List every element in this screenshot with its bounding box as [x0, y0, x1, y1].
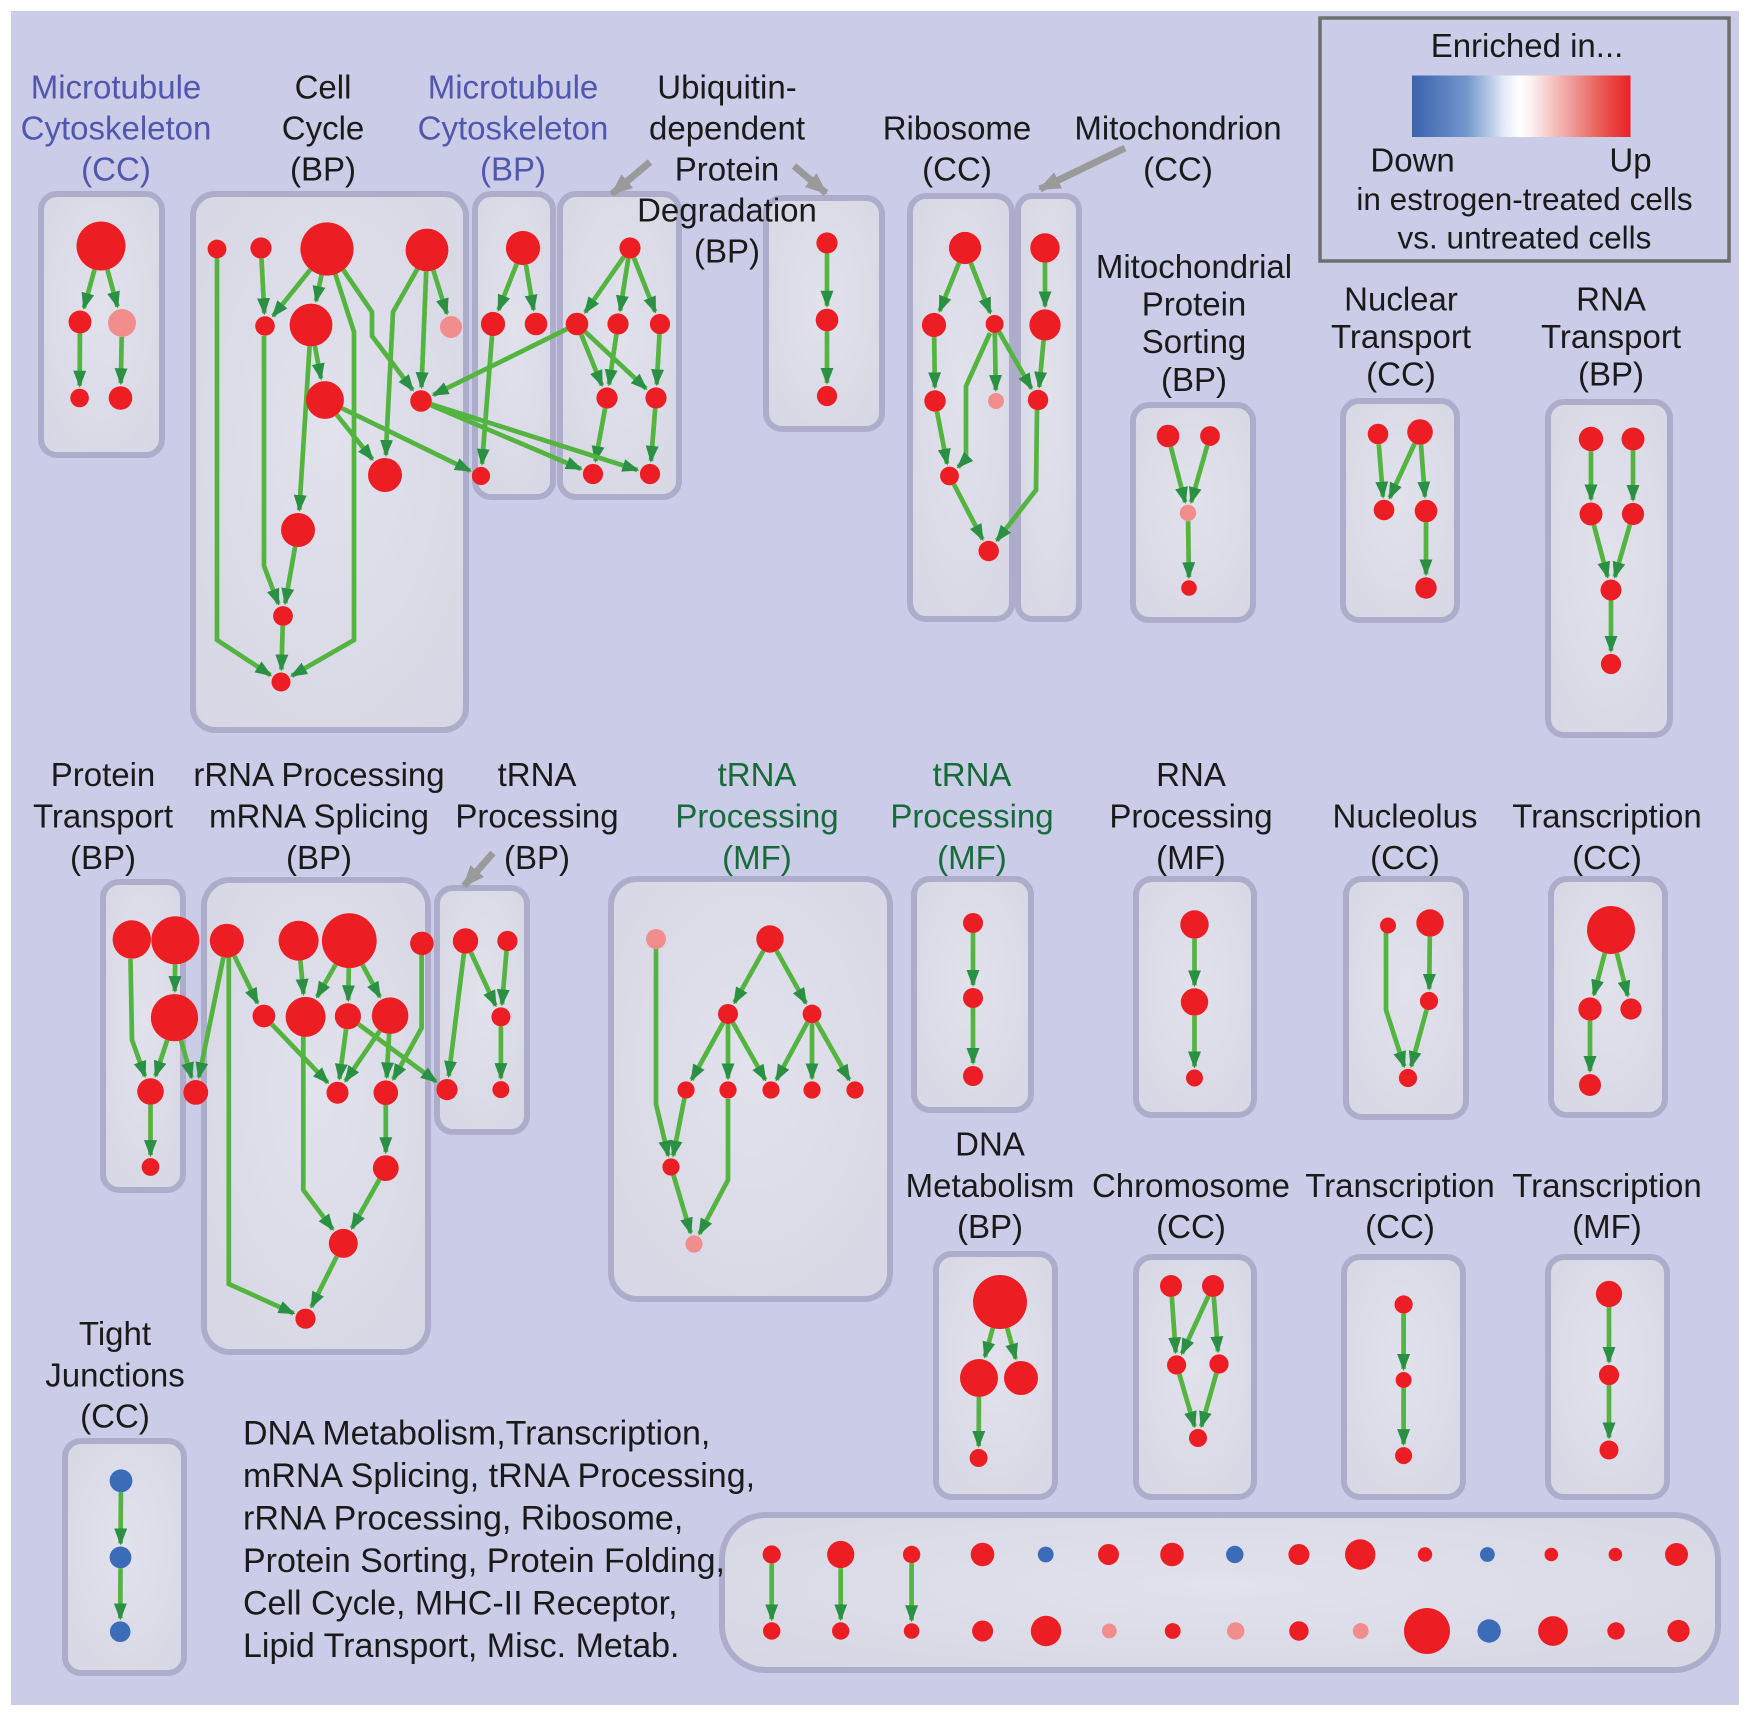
svg-text:Transcription: Transcription — [1512, 1167, 1702, 1204]
svg-text:(MF): (MF) — [722, 839, 792, 876]
svg-text:Protein: Protein — [1142, 286, 1247, 323]
svg-text:tRNA: tRNA — [933, 756, 1012, 793]
svg-text:Cell: Cell — [295, 69, 352, 106]
svg-text:Nuclear: Nuclear — [1344, 280, 1458, 317]
svg-text:Transport: Transport — [1331, 318, 1471, 355]
svg-text:(BP): (BP) — [957, 1208, 1023, 1245]
svg-text:Degradation: Degradation — [637, 192, 817, 229]
svg-text:Protein: Protein — [51, 756, 156, 793]
svg-text:Microtubule: Microtubule — [31, 69, 202, 106]
svg-text:(BP): (BP) — [286, 839, 352, 876]
svg-text:(MF): (MF) — [1156, 839, 1226, 876]
svg-text:Processing: Processing — [455, 798, 618, 835]
svg-text:(CC): (CC) — [1572, 839, 1642, 876]
svg-text:(CC): (CC) — [922, 151, 992, 188]
svg-text:(BP): (BP) — [70, 839, 136, 876]
svg-text:Chromosome: Chromosome — [1092, 1167, 1290, 1204]
svg-text:Protein Sorting, Protein Foldi: Protein Sorting, Protein Folding, — [243, 1542, 725, 1580]
svg-text:Protein: Protein — [675, 151, 780, 188]
svg-text:Down: Down — [1370, 141, 1454, 178]
svg-text:(MF): (MF) — [937, 839, 1007, 876]
svg-text:Tight: Tight — [79, 1315, 151, 1352]
svg-text:(CC): (CC) — [81, 151, 151, 188]
svg-text:Cell Cycle, MHC-II Receptor,: Cell Cycle, MHC-II Receptor, — [243, 1585, 678, 1623]
svg-text:dependent: dependent — [649, 110, 805, 147]
svg-text:Sorting: Sorting — [1142, 323, 1247, 360]
svg-text:Lipid Transport, Misc. Metab.: Lipid Transport, Misc. Metab. — [243, 1627, 680, 1665]
svg-text:Mitochondrion: Mitochondrion — [1074, 110, 1281, 147]
svg-text:(CC): (CC) — [1370, 839, 1440, 876]
svg-text:(BP): (BP) — [1578, 356, 1644, 393]
svg-text:rRNA Processing: rRNA Processing — [193, 756, 444, 793]
svg-text:(CC): (CC) — [80, 1398, 150, 1435]
svg-text:Ribosome: Ribosome — [883, 110, 1032, 147]
svg-text:Mitochondrial: Mitochondrial — [1096, 248, 1292, 285]
svg-text:Processing: Processing — [1109, 798, 1272, 835]
svg-text:vs. untreated cells: vs. untreated cells — [1398, 220, 1652, 256]
svg-text:(CC): (CC) — [1143, 151, 1213, 188]
svg-text:mRNA Splicing, tRNA Processing: mRNA Splicing, tRNA Processing, — [243, 1457, 755, 1495]
svg-text:(BP): (BP) — [290, 151, 356, 188]
svg-text:(BP): (BP) — [1161, 361, 1227, 398]
svg-text:(BP): (BP) — [504, 839, 570, 876]
svg-text:Transport: Transport — [1541, 318, 1681, 355]
svg-text:Cytoskeleton: Cytoskeleton — [418, 110, 609, 147]
svg-text:Transport: Transport — [33, 798, 173, 835]
svg-text:Nucleolus: Nucleolus — [1333, 798, 1478, 835]
svg-text:RNA: RNA — [1156, 756, 1226, 793]
svg-text:in estrogen-treated cells: in estrogen-treated cells — [1356, 181, 1692, 217]
svg-text:(CC): (CC) — [1366, 356, 1436, 393]
svg-text:Transcription: Transcription — [1305, 1167, 1495, 1204]
svg-text:tRNA: tRNA — [498, 756, 577, 793]
svg-text:mRNA Splicing: mRNA Splicing — [209, 798, 429, 835]
svg-text:Processing: Processing — [675, 798, 838, 835]
svg-text:(BP): (BP) — [694, 233, 760, 270]
svg-text:DNA Metabolism,Transcription,: DNA Metabolism,Transcription, — [243, 1415, 710, 1453]
svg-text:(CC): (CC) — [1156, 1208, 1226, 1245]
svg-text:Transcription: Transcription — [1512, 798, 1702, 835]
svg-text:Cycle: Cycle — [282, 110, 365, 147]
svg-text:DNA: DNA — [955, 1126, 1025, 1163]
svg-text:Cytoskeleton: Cytoskeleton — [21, 110, 212, 147]
svg-text:RNA: RNA — [1576, 280, 1646, 317]
svg-text:(CC): (CC) — [1365, 1208, 1435, 1245]
svg-text:Enriched in...: Enriched in... — [1431, 27, 1624, 64]
svg-text:tRNA: tRNA — [718, 756, 797, 793]
svg-text:rRNA Processing, Ribosome,: rRNA Processing, Ribosome, — [243, 1500, 683, 1538]
svg-text:(MF): (MF) — [1572, 1208, 1642, 1245]
svg-text:(BP): (BP) — [480, 151, 546, 188]
svg-text:Up: Up — [1609, 141, 1651, 178]
svg-text:Metabolism: Metabolism — [906, 1167, 1075, 1204]
svg-text:Ubiquitin-: Ubiquitin- — [657, 69, 796, 106]
svg-text:Microtubule: Microtubule — [428, 69, 599, 106]
svg-text:Processing: Processing — [890, 798, 1053, 835]
svg-text:Junctions: Junctions — [45, 1356, 184, 1393]
